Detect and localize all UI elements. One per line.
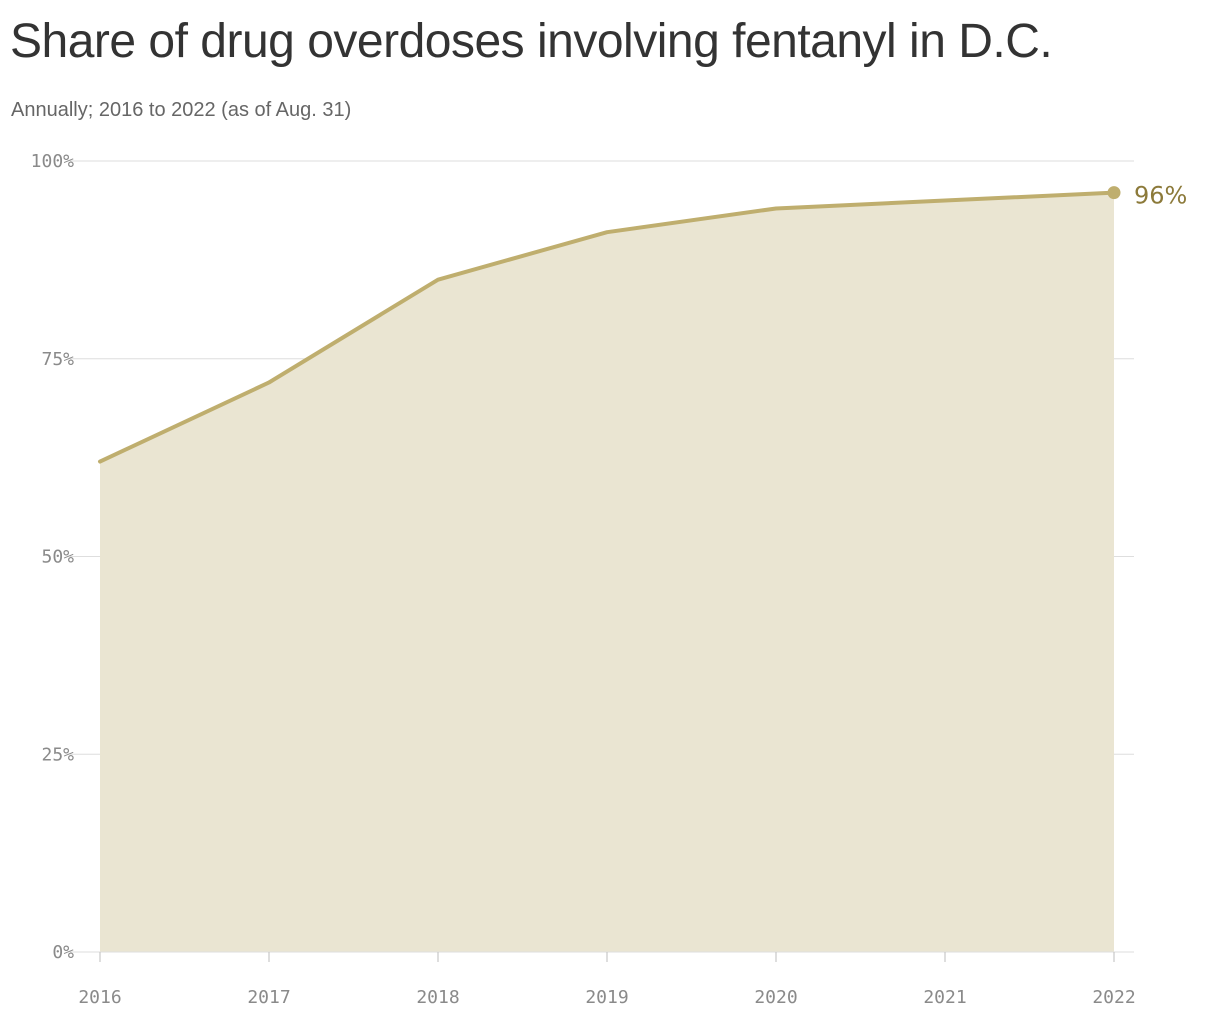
area-fill — [100, 192, 1114, 952]
y-tick-label: 25% — [41, 744, 74, 765]
y-tick-label: 75% — [41, 349, 74, 370]
labels: 0% 25% 50% 75% 100% 2016 2017 2018 2019 2020 2021 2… — [31, 151, 1188, 1008]
chart-subtitle: Annually; 2016 to 2022 (as of Aug. 31) — [11, 99, 352, 121]
y-tick-label: 0% — [52, 942, 74, 963]
x-tick-label: 2022 — [1092, 987, 1135, 1008]
x-tick-label: 2018 — [416, 987, 459, 1008]
y-tick-label: 100% — [31, 151, 75, 172]
axes — [96, 951, 1134, 962]
x-tick-label: 2017 — [247, 987, 290, 1008]
x-tick-label: 2021 — [923, 987, 966, 1008]
x-tick-label: 2016 — [78, 987, 121, 1008]
area-layer — [98, 186, 1121, 952]
series-line — [98, 190, 1116, 464]
x-tick-label: 2020 — [754, 987, 797, 1008]
y-tick-label: 50% — [41, 547, 74, 568]
end-point-marker — [1107, 186, 1121, 200]
chart-title: Share of drug overdoses involving fentan… — [10, 15, 1053, 68]
end-value-label: 96% — [1134, 182, 1187, 210]
x-tick-label: 2019 — [585, 987, 628, 1008]
